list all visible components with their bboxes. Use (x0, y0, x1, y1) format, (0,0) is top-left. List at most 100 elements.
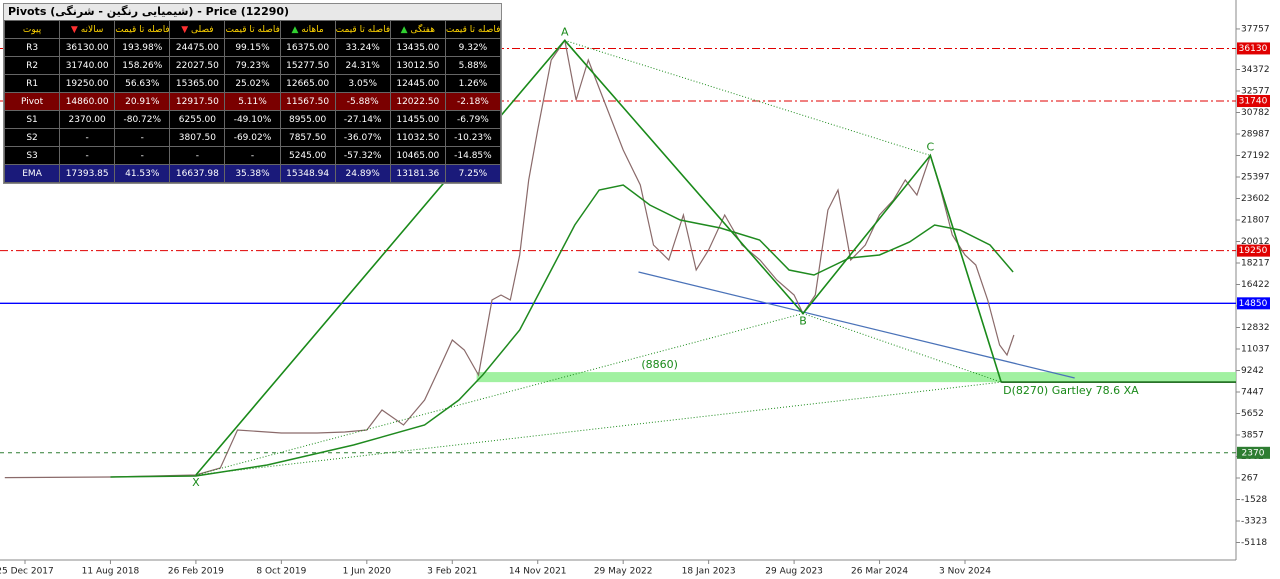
table-cell: - (169, 146, 226, 165)
arrow: ▲ (400, 24, 408, 35)
x-tick-label: 26 Feb 2019 (168, 567, 224, 577)
table-cell: 3807.50 (169, 128, 226, 147)
table-row: R1 19250.00 56.63% 15365.00 25.02% 12665.00 3.… (3, 74, 502, 93)
header-cell: ▼ فصلی (169, 20, 226, 39)
table-cell: 11032.50 (389, 128, 446, 147)
table: پیوت ▼ سالانه فاصله تا قیمت ▼ فصلی فاصله تا … (3, 20, 502, 183)
y-tick-label: 12832 (1241, 323, 1270, 333)
table-cell: 25.02% (224, 74, 281, 93)
table-cell: 11567.50 (279, 92, 336, 111)
table-cell: 16637.98 (169, 164, 226, 183)
y-tick-label: 3857 (1241, 430, 1264, 440)
table-cell: 33.24% (334, 38, 391, 57)
y-tick-label: 21807 (1241, 215, 1270, 225)
table-cell: -5.88% (334, 92, 391, 111)
y-tick-label: 37757 (1241, 24, 1270, 34)
trend-line (638, 271, 1075, 379)
header-label: فاصله تا قیمت (225, 24, 280, 35)
table-cell: 24475.00 (169, 38, 226, 57)
arrow: ▼ (70, 24, 78, 35)
zone-label: (8860) (641, 358, 678, 371)
table-row: EMA 17393.85 41.53% 16637.98 35.38% 15348.94 2… (3, 164, 502, 183)
table-cell: -36.07% (334, 128, 391, 147)
header-label: هفتگی (410, 24, 435, 35)
y-tick-label: 25397 (1241, 172, 1270, 182)
header-label: پیوت (22, 24, 42, 35)
x-tick-label: 3 Nov 2024 (939, 567, 991, 577)
y-tick-label: -1528 (1241, 495, 1267, 505)
table-cell: 9.32% (444, 38, 502, 57)
table-cell: 15365.00 (169, 74, 226, 93)
table-cell: 24.31% (334, 56, 391, 75)
y-tick-label: 23602 (1241, 194, 1270, 204)
x-tick-label: 29 Aug 2023 (765, 567, 823, 577)
table-cell: 7857.50 (279, 128, 336, 147)
level-marker (1237, 446, 1270, 459)
table-cell: 12917.50 (169, 92, 226, 111)
y-tick-label: 9242 (1241, 366, 1264, 376)
table-row: S1 2370.00 -80.72% 6255.00 -49.10% 8955.00 -27… (3, 110, 502, 129)
table-cell: 5.88% (444, 56, 502, 75)
header-cell: ▲ ماهانه (279, 20, 336, 39)
table-cell: -49.10% (224, 110, 281, 129)
y-tick-label: 27192 (1241, 151, 1270, 161)
arrow: ▼ (181, 24, 189, 35)
header-label: فاصله تا قیمت (445, 24, 501, 35)
header-label: ماهانه (301, 24, 324, 35)
table-cell: 79.23% (224, 56, 281, 75)
x-tick-label: 14 Nov 2021 (509, 567, 567, 577)
y-tick-label: -5118 (1241, 538, 1267, 548)
header-label: فاصله تا قیمت (115, 24, 170, 35)
x-tick-label: 11 Aug 2018 (82, 567, 140, 577)
table-cell: S3 (3, 146, 61, 165)
table-row: R3 36130.00 193.98% 24475.00 99.15% 16375.00 3… (3, 38, 502, 57)
table-cell: 14860.00 (59, 92, 116, 111)
level-label: 19250 (1239, 246, 1268, 256)
table-cell: 35.38% (224, 164, 281, 183)
header-cell: فاصله تا قیمت (224, 20, 281, 39)
y-tick-label: 30782 (1241, 108, 1270, 118)
y-tick-label: 20012 (1241, 237, 1270, 247)
x-tick-label: 29 May 2022 (594, 567, 653, 577)
table-cell: - (114, 128, 171, 147)
table-cell: -69.02% (224, 128, 281, 147)
table-cell: -80.72% (114, 110, 171, 129)
level-label: 36130 (1239, 44, 1268, 54)
table-cell: 99.15% (224, 38, 281, 57)
level-label: 31740 (1239, 97, 1268, 107)
x-tick-label: 8 Oct 2019 (256, 567, 306, 577)
table-cell: 3.05% (334, 74, 391, 93)
y-tick-label: 18217 (1241, 258, 1270, 268)
table-title: Pivots (شیمیایی رنگین - شرنگی) - Price (… (4, 4, 501, 20)
table-cell: R3 (3, 38, 61, 57)
x-tick-label: 25 Dec 2017 (0, 567, 54, 577)
pattern-dotted (195, 313, 804, 476)
table-cell: -6.79% (444, 110, 502, 129)
x-tick-label: 26 Mar 2024 (851, 567, 908, 577)
table-cell: 19250.00 (59, 74, 116, 93)
pivot-table: Pivots (شیمیایی رنگین - شرنگی) - Price (… (3, 3, 502, 184)
table-cell: 12665.00 (279, 74, 336, 93)
pattern-line (195, 39, 1002, 476)
y-tick-label: 16422 (1241, 280, 1270, 290)
table-cell: S1 (3, 110, 61, 129)
header-cell: فاصله تا قیمت (334, 20, 391, 39)
pattern-dotted (564, 39, 931, 156)
table-cell: 24.89% (334, 164, 391, 183)
table-cell: Pivot (3, 92, 61, 111)
x-tick-label: 18 Jan 2023 (682, 567, 736, 577)
price-line (4, 38, 1015, 479)
y-tick-label: 267 (1241, 473, 1258, 483)
table-cell: 36130.00 (59, 38, 116, 57)
pattern-dotted (802, 313, 1002, 383)
header-cell: ▲ هفتگی (389, 20, 446, 39)
ema-line (110, 184, 1014, 478)
pattern-label: A (561, 25, 569, 38)
table-cell: 12445.00 (389, 74, 446, 93)
table-cell: 22027.50 (169, 56, 226, 75)
table-cell: -57.32% (334, 146, 391, 165)
table-cell: 158.26% (114, 56, 171, 75)
table-cell: 193.98% (114, 38, 171, 57)
table-row: S3- - - -5245.00 -57.32% 10465.00 -14.85% (3, 146, 502, 165)
